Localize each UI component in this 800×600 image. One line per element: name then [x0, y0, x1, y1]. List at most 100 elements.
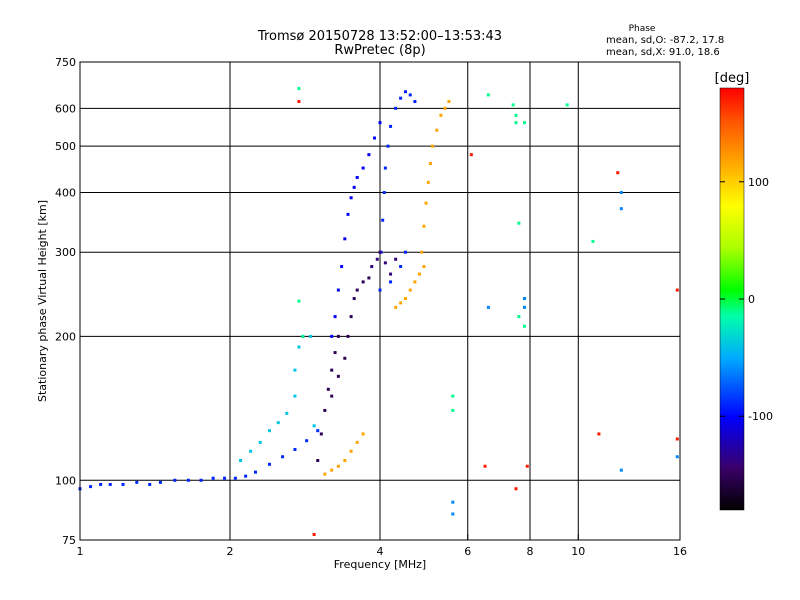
y-tick-label: 500 [55, 140, 76, 153]
data-point [483, 464, 487, 468]
data-point [523, 297, 527, 301]
data-point [258, 440, 262, 444]
data-point [517, 221, 521, 225]
phase-stats-title: Phase [629, 24, 656, 34]
grid-lines [80, 62, 680, 540]
data-points [78, 87, 679, 537]
data-point [383, 166, 387, 170]
phase-stats-o: mean, sd,O: -87.2, 17.8 [606, 35, 724, 46]
data-point [305, 439, 309, 443]
data-point [486, 305, 490, 309]
data-point [619, 190, 623, 194]
y-axis-label: Stationary phase Virtual Height [km] [36, 200, 49, 402]
data-point [511, 103, 515, 107]
data-point [451, 500, 455, 504]
data-point [451, 512, 455, 516]
data-point [293, 447, 297, 451]
data-point [108, 482, 112, 486]
data-point [352, 185, 356, 189]
data-point [389, 272, 393, 276]
data-point [244, 474, 248, 478]
data-point [394, 257, 398, 261]
data-point [199, 478, 203, 482]
y-tick-label: 200 [55, 330, 76, 343]
data-point [355, 175, 359, 179]
data-point [330, 368, 334, 372]
data-point [525, 464, 529, 468]
data-point [378, 288, 382, 292]
data-point [336, 334, 340, 338]
data-point [340, 265, 344, 269]
data-point [675, 437, 679, 441]
data-point [249, 449, 253, 453]
data-point [514, 113, 518, 117]
data-point [389, 124, 393, 128]
x-tick-label: 10 [571, 545, 585, 558]
data-point [297, 100, 301, 104]
data-point [486, 93, 490, 97]
y-tick-label: 100 [55, 474, 76, 487]
data-point [361, 432, 365, 436]
data-point [301, 334, 305, 338]
data-point [422, 265, 426, 269]
data-point [413, 100, 417, 104]
data-point [469, 153, 473, 157]
data-point [135, 480, 139, 484]
data-point [424, 201, 428, 205]
data-point [428, 161, 432, 165]
data-point [233, 476, 237, 480]
data-point [378, 121, 382, 125]
data-point [330, 334, 334, 338]
data-point [399, 301, 403, 305]
data-point [426, 180, 430, 184]
data-point [330, 394, 334, 398]
data-point [352, 297, 356, 301]
data-point [297, 345, 301, 349]
data-point [378, 250, 382, 254]
y-tick-label: 600 [55, 102, 76, 115]
chart-subtitle: RwPretec (8p) [334, 43, 425, 58]
y-tick-label: 75 [62, 534, 76, 547]
data-point [399, 265, 403, 269]
data-point [355, 288, 359, 292]
data-point [422, 224, 426, 228]
data-point [297, 299, 301, 303]
data-point [616, 171, 620, 175]
data-point [267, 429, 271, 433]
data-point [293, 368, 297, 372]
data-point [361, 280, 365, 284]
data-point [333, 315, 337, 319]
data-point [355, 440, 359, 444]
data-point [375, 257, 379, 261]
data-point [386, 144, 390, 148]
data-point [394, 106, 398, 110]
data-point [373, 136, 377, 140]
data-point [443, 106, 447, 110]
data-point [408, 288, 412, 292]
colorbar-tick-label: 0 [748, 293, 755, 306]
data-point [399, 96, 403, 100]
data-point [675, 455, 679, 459]
data-point [619, 207, 623, 211]
data-point [420, 250, 424, 254]
y-tick-label: 750 [55, 56, 76, 69]
data-point [319, 432, 323, 436]
data-point [439, 113, 443, 117]
data-point [417, 272, 421, 276]
data-point [451, 408, 455, 412]
x-tick-label: 6 [464, 545, 471, 558]
colorbar-ticks: 100 0 -100 [720, 176, 773, 423]
data-point [408, 93, 412, 97]
data-point [323, 472, 327, 476]
colorbar-tick-label: 100 [748, 176, 769, 189]
data-point [619, 468, 623, 472]
data-point [316, 429, 320, 433]
data-point [346, 212, 350, 216]
data-point [431, 144, 435, 148]
data-point [253, 470, 257, 474]
data-point [523, 324, 527, 328]
data-point [186, 478, 190, 482]
data-point [361, 166, 365, 170]
data-point [293, 394, 297, 398]
